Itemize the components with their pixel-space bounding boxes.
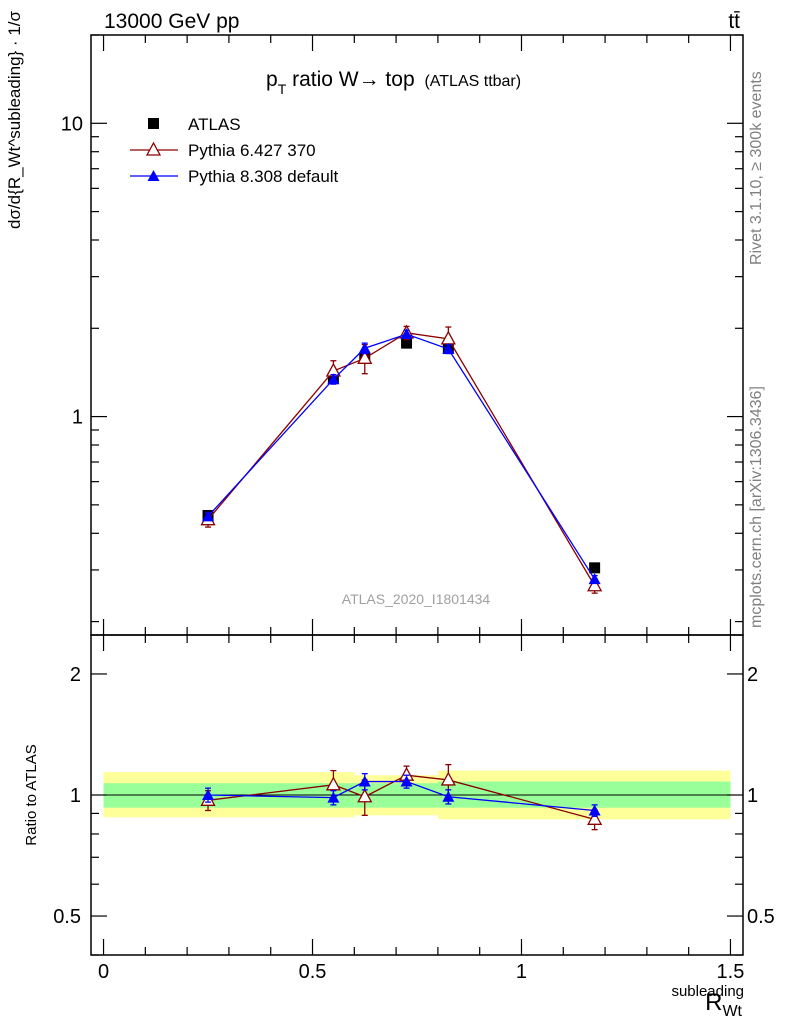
- data-point-atlas: [589, 562, 601, 574]
- main-ytick-label: 1: [72, 407, 83, 429]
- legend-marker-pythia6: [145, 141, 162, 156]
- data-point-pythia8: [327, 373, 340, 385]
- chart-title-small: (ATLAS ttbar): [424, 73, 521, 90]
- ratio-point-pythia6: [440, 771, 456, 786]
- ratio-xtick-label: 0: [98, 961, 109, 983]
- legend-label-atlas: ATLAS: [188, 115, 241, 134]
- legend-label-pythia8: Pythia 8.308 default: [188, 167, 339, 186]
- series-line-pythia8: [207, 333, 596, 580]
- ratio-point-pythia8: [327, 791, 340, 803]
- legend: ATLAS Pythia 6.427 370 Pythia 8.308 defa…: [130, 115, 339, 186]
- data-point-atlas: [401, 337, 413, 349]
- main-panel: 1 10 pT ratio W→ top (ATLAS ttbar) ATLAS_…: [5, 11, 744, 636]
- data-point-pythia8: [358, 342, 371, 354]
- ratio-point-pythia6: [357, 788, 373, 803]
- data-point-pythia6: [587, 577, 603, 592]
- main-ytick-label: 10: [61, 113, 83, 135]
- ratio-point-pythia6: [587, 810, 603, 825]
- data-point-pythia8: [400, 328, 413, 340]
- rivet-label: Rivet 3.1.10, ≥ 300k events: [748, 71, 765, 265]
- ratio-ytick-label-right: 2: [747, 664, 758, 686]
- mcplots-label: mcplots.cern.ch [arXiv:1306.3436]: [748, 386, 765, 628]
- main-ylabel: dσ/d{R_Wt^subleading} · 1/σ: [5, 11, 24, 229]
- legend-entry-pythia6: Pythia 6.427 370: [130, 141, 316, 160]
- energy-label: 13000 GeV pp: [104, 10, 239, 33]
- ratio-ytick-label-left: 1: [70, 785, 81, 807]
- ratio-xtick-label: 0.5: [299, 961, 327, 983]
- ratio-panel: 0.5 0.5 1 1 2 2 0 0.5 1 1.5 Ratio to ATLAS RWt su…: [23, 634, 775, 1020]
- ratio-line-pythia8: [208, 780, 595, 812]
- x-axis-label-sup: subleading: [671, 983, 744, 1000]
- ratio-ylabel: Ratio to ATLAS: [23, 744, 40, 845]
- ratio-line-pythia6: [207, 774, 595, 820]
- legend-label-pythia6: Pythia 6.427 370: [188, 141, 316, 160]
- chart-title: pT ratio W→ top (ATLAS ttbar): [266, 68, 521, 97]
- x-axis-label: RWt: [705, 989, 742, 1020]
- data-point-pythia8: [202, 510, 215, 522]
- chart-title-p: p: [266, 68, 278, 91]
- main-series: [200, 324, 603, 594]
- series-line-pythia6: [207, 332, 596, 587]
- x-axis-label-sub: Wt: [722, 1003, 742, 1020]
- ratio-point-pythia8: [400, 775, 413, 787]
- ratio-ytick-label-right: 0.5: [747, 906, 775, 928]
- ratio-point-pythia8: [358, 775, 371, 787]
- ratio-xtick-label: 1.5: [717, 961, 745, 983]
- data-point-pythia8: [588, 573, 601, 585]
- ratio-xtick-label: 1: [516, 961, 527, 983]
- chart-title-rest: ratio W→ top: [286, 68, 414, 91]
- ratio-axis-ticks: 0.5 0.5 1 1 2 2 0 0.5 1 1.5: [53, 635, 775, 983]
- process-label: tt̄: [728, 10, 740, 33]
- ratio-series: [200, 763, 603, 831]
- ratio-ytick-label-right: 1: [747, 785, 758, 807]
- legend-entry-atlas: ATLAS: [148, 115, 241, 134]
- ratio-point-pythia8: [442, 790, 455, 802]
- ratio-point-pythia8: [202, 789, 215, 800]
- legend-entry-pythia8: Pythia 8.308 default: [130, 167, 339, 186]
- data-point-pythia6: [357, 349, 373, 364]
- ratio-point-pythia6: [325, 776, 342, 791]
- x-axis-label-main: R: [705, 989, 722, 1016]
- data-point-pythia8: [442, 342, 455, 354]
- legend-marker-pythia8: [147, 170, 160, 181]
- main-axis-ticks: 1 10: [61, 34, 743, 635]
- analysis-label: ATLAS_2020_I1801434: [342, 591, 491, 607]
- ratio-point-pythia8: [588, 804, 601, 816]
- legend-marker-atlas: [148, 118, 159, 129]
- ratio-ytick-label-left: 2: [70, 664, 81, 686]
- chart-title-sub: T: [278, 81, 287, 97]
- ratio-ytick-label-left: 0.5: [53, 906, 81, 928]
